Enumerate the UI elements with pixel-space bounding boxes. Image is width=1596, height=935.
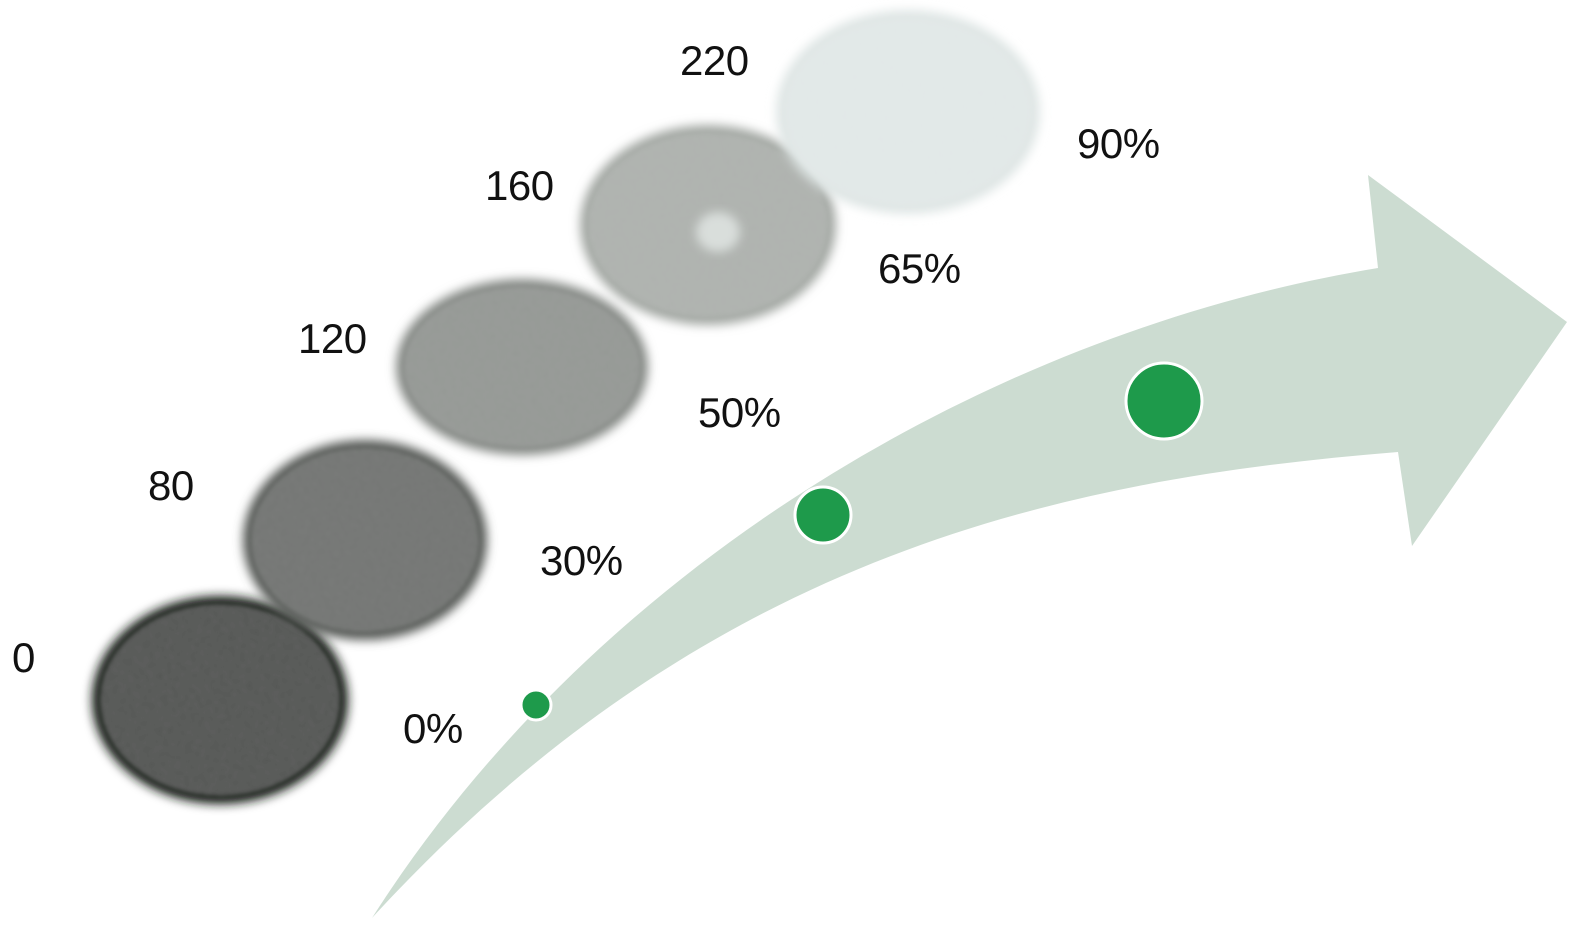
value-label-0: 0 [12,634,35,681]
percent-label-50: 50% [698,389,781,436]
value-label-120: 120 [298,315,367,362]
progress-marker-small [519,688,553,722]
percent-label-65: 65% [878,245,961,292]
sample-disc-220 [776,10,1040,214]
sample-disc-0 [92,596,348,804]
percent-label-30: 30% [540,537,623,584]
value-label-160: 160 [485,162,554,209]
sample-disc-120 [396,279,648,455]
percent-label-0: 0% [403,705,463,752]
progress-marker-medium [793,485,853,545]
progress-marker-large [1124,361,1204,441]
value-label-220: 220 [680,37,749,84]
percent-label-90: 90% [1077,120,1160,167]
sample-disc-80 [243,440,487,640]
progress-arrow [372,175,1567,918]
value-label-80: 80 [148,462,194,509]
sample-disc-160 [580,125,836,325]
